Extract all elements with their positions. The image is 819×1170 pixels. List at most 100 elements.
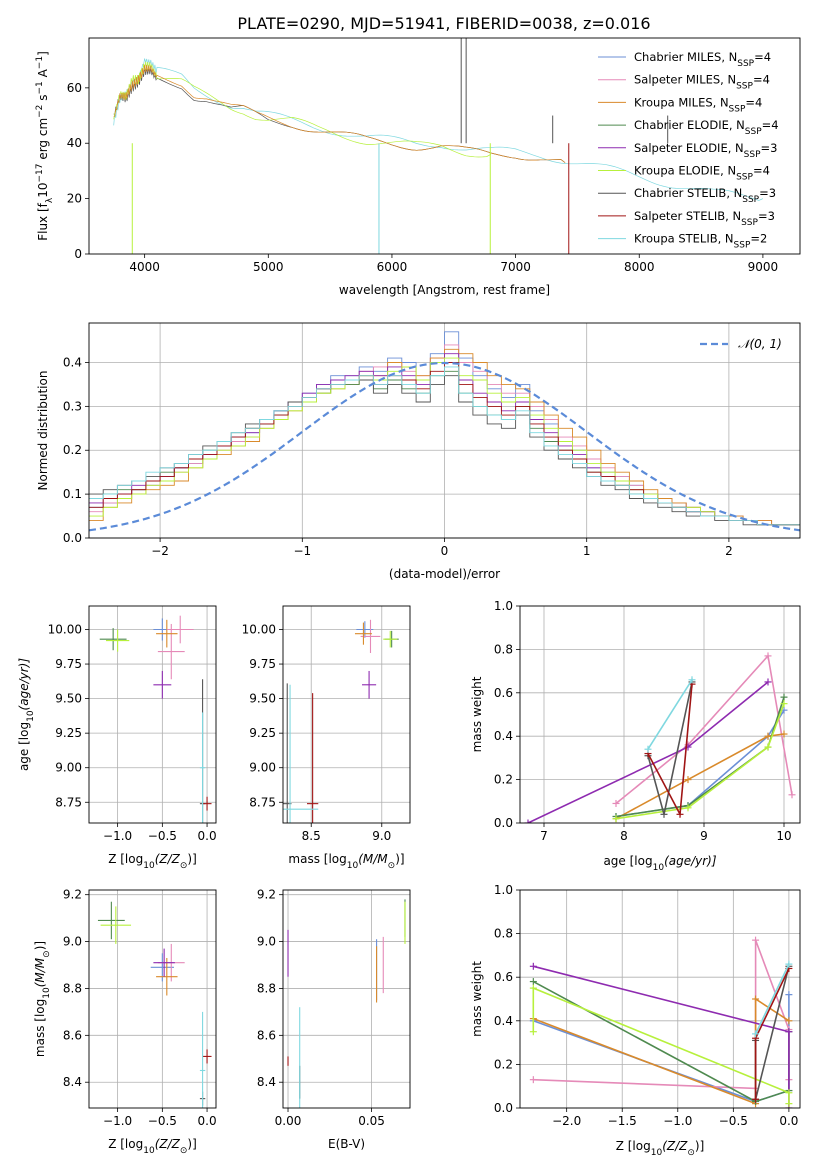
residual-axes: −2 −1 0 1 2 0.0 0.1 0.2 0.3 0.4 (data-model)/error… (36, 322, 801, 581)
x-tick-label: 5000 (253, 260, 284, 274)
y-axis-label: Flux [fλ10−17 erg cm−2 s−1 A−1] (35, 51, 55, 241)
legend: Chabrier MILES, NSSP=4 Salpeter MILES, NS… (598, 50, 779, 251)
y-tick-label: 10.00 (48, 622, 82, 636)
error-point (202, 1049, 212, 1064)
y-tick-label: 9.2 (257, 888, 276, 902)
x-tick-label: 9.0 (372, 829, 391, 843)
axes-frame (519, 605, 801, 824)
axes-frame (88, 605, 217, 824)
x-tick-label: −1.0 (103, 829, 132, 843)
error-point (153, 948, 175, 977)
weight-line (615, 733, 785, 820)
x-tick-label: 0.05 (358, 1114, 385, 1128)
error-point (105, 629, 130, 652)
y-tick-label: 0.4 (494, 729, 513, 743)
x-tick-label: 1 (583, 544, 591, 558)
y-tick-label: 8.4 (257, 1075, 276, 1089)
y-tick-label: 1.0 (494, 599, 513, 613)
legend-label: 𝒩(0, 1) (738, 337, 782, 351)
figure-title: PLATE=0290, MJD=51941, FIBERID=0038, z=0… (237, 14, 650, 33)
y-tick-label: 8.6 (63, 1028, 82, 1042)
normal-curve (89, 361, 800, 532)
x-tick-label: 4000 (129, 260, 160, 274)
error-point (156, 619, 178, 648)
legend-label: Chabrier ELODIE, NSSP=4 (634, 118, 779, 137)
y-tick-label: 9.2 (63, 888, 82, 902)
y-tick-label: 40 (67, 136, 82, 150)
axes-frame (519, 889, 801, 1109)
y-tick-label: 0.3 (63, 399, 82, 413)
x-tick-label: 7 (540, 829, 548, 843)
y-tick-label: 9.0 (63, 935, 82, 949)
y-tick-label: 9.25 (249, 726, 276, 740)
axes-frame (88, 322, 801, 539)
error-point (97, 901, 125, 940)
legend-label: Salpeter ELODIE, NSSP=3 (634, 141, 777, 160)
x-tick-label: 8 (620, 829, 628, 843)
x-axis-label: age [log10(age/yr)] (603, 854, 716, 873)
error-point (383, 630, 398, 648)
y-tick-label: 0.4 (494, 1014, 513, 1028)
x-tick-label: 0.0 (779, 1114, 798, 1128)
x-tick-label: 0.0 (198, 829, 217, 843)
age-vs-z-axes: −1.0 −0.5 0.0 8.75 9.00 9.25 9.50 9.75 10.00 Z [l… (17, 605, 217, 871)
spectrum-line (113, 64, 566, 163)
x-axis-label: Z [log10(Z/Z⊙)] (108, 1137, 197, 1156)
y-tick-label: 9.50 (55, 692, 82, 706)
x-axis-label: E(B-V) (328, 1137, 365, 1151)
spectrum-axes: 4000 5000 6000 7000 8000 9000 0 20 40 60 wavelengt… (35, 37, 801, 297)
plot-area (89, 331, 800, 532)
error-point (199, 712, 206, 823)
y-tick-label: 0 (74, 247, 82, 261)
axes-frame (88, 889, 217, 1109)
mass-vs-z-axes: −1.0 −0.5 0.0 8.4 8.6 8.8 9.0 9.2 Z [log10(Z/Z⊙)… (33, 888, 217, 1156)
x-tick-label: 8000 (624, 260, 655, 274)
legend-label: Salpeter STELIB, NSSP=3 (634, 209, 775, 228)
y-axis-label: mass [log10(M/M⊙)] (33, 941, 52, 1057)
error-point (362, 670, 377, 699)
y-tick-label: 0.6 (494, 686, 513, 700)
x-tick-label: −1.0 (103, 1114, 132, 1128)
x-tick-label: −0.5 (148, 829, 177, 843)
error-point (199, 1011, 206, 1108)
error-point (153, 670, 172, 699)
y-tick-label: 8.75 (249, 795, 276, 809)
x-tick-label: −1.5 (608, 1114, 637, 1128)
x-tick-label: 0.0 (198, 1114, 217, 1128)
legend-label: Chabrier STELIB, NSSP=3 (634, 186, 776, 205)
mass-vs-ebv-axes: 0.00 0.05 8.4 8.6 8.8 9.0 9.2 E(B-V) (257, 888, 411, 1151)
y-axis-label: Normed distribution (36, 371, 50, 491)
y-tick-label: 8.75 (55, 795, 82, 809)
y-tick-label: 0.2 (494, 1057, 513, 1071)
legend-label: Kroupa ELODIE, NSSP=4 (634, 164, 770, 183)
plot-area (113, 38, 764, 254)
x-tick-label: 0 (441, 544, 449, 558)
y-tick-label: 60 (67, 81, 82, 95)
x-tick-label: −1 (293, 544, 311, 558)
axes-frame (282, 605, 411, 824)
x-tick-label: 9 (700, 829, 708, 843)
weight-line (615, 696, 785, 818)
age-vs-mass-axes: 8.5 9.0 8.75 9.00 9.25 9.50 9.75 10.00 mass [log… (242, 605, 411, 871)
legend-label: Kroupa STELIB, NSSP=2 (634, 232, 767, 251)
x-tick-label: 10 (776, 829, 791, 843)
y-axis-label: mass weight (470, 961, 484, 1037)
y-tick-label: 9.00 (55, 761, 82, 775)
x-tick-label: 2 (725, 544, 733, 558)
y-tick-label: 9.75 (55, 657, 82, 671)
y-tick-label: 0.8 (494, 927, 513, 941)
x-axis-label: (data-model)/error (389, 567, 500, 581)
weight-line (615, 654, 793, 805)
y-tick-label: 9.75 (249, 657, 276, 671)
x-axis-label: wavelength [Angstrom, rest frame] (339, 283, 550, 297)
y-tick-label: 20 (67, 192, 82, 206)
y-tick-label: 9.50 (249, 692, 276, 706)
x-tick-label: 6000 (377, 260, 408, 274)
y-tick-label: 9.0 (257, 935, 276, 949)
y-axis-label: mass weight (470, 676, 484, 752)
weight-line (754, 963, 790, 1035)
weight-line (615, 703, 785, 820)
x-tick-label: −2.0 (552, 1114, 581, 1128)
y-tick-label: 10.00 (242, 622, 276, 636)
